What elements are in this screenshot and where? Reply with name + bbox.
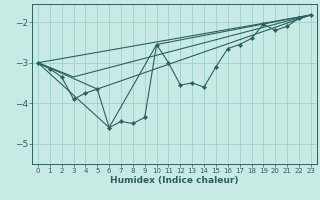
X-axis label: Humidex (Indice chaleur): Humidex (Indice chaleur) (110, 176, 239, 185)
